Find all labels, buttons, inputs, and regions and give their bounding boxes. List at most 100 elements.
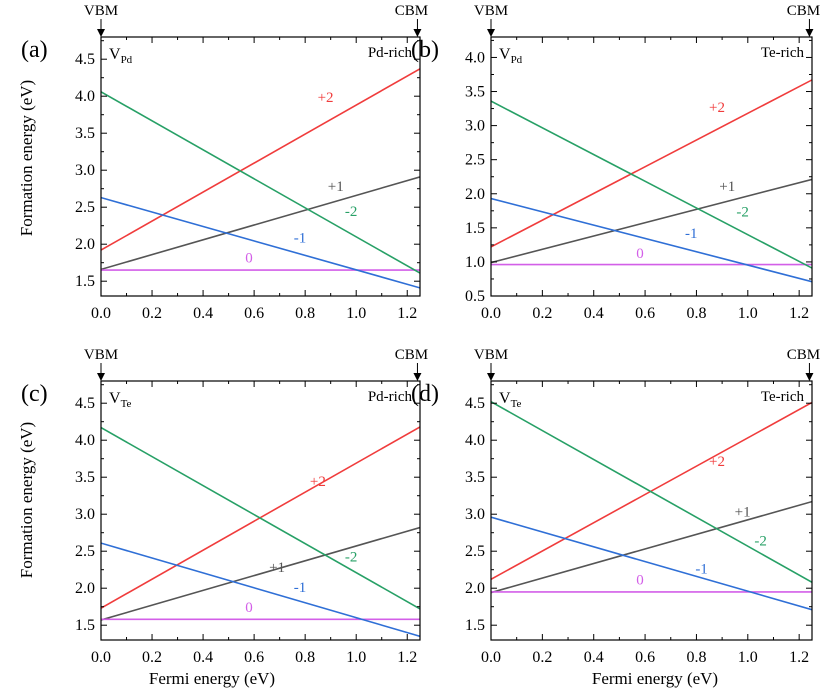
x-tick-label: 0.2 bbox=[532, 305, 552, 322]
x-tick-label: 0.0 bbox=[91, 305, 111, 322]
series-line-minus2 bbox=[101, 426, 420, 610]
condition-label: Te-rich bbox=[761, 389, 805, 405]
y-tick-label: 2.0 bbox=[465, 186, 485, 203]
y-tick-label: 4.0 bbox=[75, 88, 95, 105]
series-line-plus2 bbox=[491, 401, 812, 581]
series-label: -2 bbox=[754, 533, 767, 549]
x-tick-label: 1.0 bbox=[738, 649, 758, 666]
panel-label: (d) bbox=[411, 381, 439, 407]
y-tick-label: 3.5 bbox=[75, 469, 95, 486]
y-tick-label: 4.0 bbox=[465, 432, 485, 449]
x-tick-label: 0.2 bbox=[142, 649, 162, 666]
series-line-minus1 bbox=[101, 196, 420, 289]
series-label: -2 bbox=[345, 550, 358, 566]
panel-a: +2 +1 0 -1 -2 0.0 0.2 0.4 0.6 0.8 1.0 1.2 1.5 2.0 2.5 3… bbox=[21, 3, 428, 322]
x-tick-label: 0.8 bbox=[295, 649, 315, 666]
y-tick-label: 3.0 bbox=[465, 118, 485, 135]
defect-label: VTe bbox=[499, 390, 522, 410]
series-label: 0 bbox=[636, 246, 644, 262]
vbm-arrowhead-icon bbox=[97, 29, 105, 37]
defect-symbol: V bbox=[499, 46, 511, 63]
x-tick-label: 1.0 bbox=[346, 649, 366, 666]
y-tick-label: 1.5 bbox=[75, 273, 95, 290]
series-lines bbox=[101, 426, 420, 638]
cbm-arrowhead-icon bbox=[805, 373, 814, 381]
y-tick-label: 0.5 bbox=[465, 288, 485, 305]
cbm-arrowhead-icon bbox=[805, 29, 814, 37]
plot-frame bbox=[490, 36, 813, 297]
y-tick-label: 3.5 bbox=[465, 84, 485, 101]
panel-label: (b) bbox=[411, 37, 439, 63]
x-tick-label: 1.0 bbox=[346, 305, 366, 322]
series-label: 0 bbox=[636, 573, 644, 589]
panel-label: (c) bbox=[21, 381, 48, 407]
y-tick-label: 2.5 bbox=[465, 152, 485, 169]
x-axis-title-left: Fermi energy (eV) bbox=[149, 669, 275, 688]
cbm-label: CBM bbox=[787, 3, 820, 19]
series-label: +2 bbox=[310, 474, 326, 490]
series-label: -1 bbox=[294, 580, 307, 596]
y-axis-title-bottom: Formation energy (eV) bbox=[17, 422, 36, 578]
x-tick-label: 1.2 bbox=[397, 649, 417, 666]
y-tick-label: 3.0 bbox=[75, 506, 95, 523]
series-line-plus1 bbox=[491, 500, 812, 594]
y-tick-label: 4.5 bbox=[465, 395, 485, 412]
y-tick-label: 1.5 bbox=[465, 617, 485, 634]
cbm-label: CBM bbox=[395, 347, 428, 363]
defect-symbol: V bbox=[499, 390, 511, 407]
y-tick-label: 2.0 bbox=[75, 236, 95, 253]
vbm-arrowhead-icon bbox=[97, 373, 105, 381]
y-tick-label: 3.5 bbox=[75, 125, 95, 142]
vbm-arrowhead-icon bbox=[487, 29, 495, 37]
panel-c: +2 +1 0 -1 -2 0.0 0.2 0.4 0.6 0.8 1.0 1.2 1.5 2.0 2.5 3… bbox=[21, 347, 428, 666]
x-axis-title-right: Fermi energy (eV) bbox=[592, 669, 718, 688]
series-label: +2 bbox=[318, 90, 334, 106]
series-label: 0 bbox=[245, 251, 253, 267]
x-tick-label: 1.2 bbox=[789, 305, 809, 322]
series-label: +1 bbox=[735, 504, 751, 520]
x-tick-label: 0.6 bbox=[635, 649, 655, 666]
panel-b: +2 +1 0 -1 -2 0.0 0.2 0.4 0.6 0.8 1.0 1.2 0.5 1.0 1.5 2… bbox=[411, 3, 820, 322]
vbm-label: VBM bbox=[84, 3, 118, 19]
cbm-arrowhead-icon bbox=[413, 29, 422, 37]
condition-label: Pd-rich bbox=[368, 389, 413, 405]
x-tick-label: 0.8 bbox=[686, 305, 706, 322]
series-label: +2 bbox=[709, 100, 725, 116]
x-tick-label: 0.6 bbox=[244, 649, 264, 666]
y-tick-label: 4.5 bbox=[75, 51, 95, 68]
series-line-minus2 bbox=[101, 91, 420, 274]
y-tick-label: 2.5 bbox=[75, 199, 95, 216]
series-label: +2 bbox=[709, 454, 725, 470]
defect-label: VPd bbox=[109, 46, 133, 66]
y-tick-label: 3.0 bbox=[465, 506, 485, 523]
vbm-arrowhead-icon bbox=[487, 373, 495, 381]
x-tick-label: 0.2 bbox=[142, 305, 162, 322]
cbm-label: CBM bbox=[787, 347, 820, 363]
plot-frame bbox=[100, 380, 421, 641]
x-tick-label: 1.2 bbox=[789, 649, 809, 666]
condition-label: Pd-rich bbox=[368, 45, 413, 61]
vbm-label: VBM bbox=[474, 347, 508, 363]
x-tick-label: 0.2 bbox=[532, 649, 552, 666]
x-tick-label: 0.8 bbox=[295, 305, 315, 322]
vbm-label: VBM bbox=[474, 3, 508, 19]
series-line-plus1 bbox=[101, 176, 420, 271]
series-line-minus1 bbox=[101, 542, 420, 638]
plot-frame bbox=[490, 380, 813, 641]
x-tick-label: 0.4 bbox=[193, 305, 213, 322]
x-tick-label: 0.6 bbox=[244, 305, 264, 322]
y-tick-label: 2.5 bbox=[75, 543, 95, 560]
series-line-plus2 bbox=[491, 79, 812, 248]
x-tick-label: 0.6 bbox=[635, 305, 655, 322]
series-line-minus1 bbox=[491, 197, 812, 283]
y-tick-label: 3.5 bbox=[465, 469, 485, 486]
panel-label: (a) bbox=[21, 37, 48, 63]
cbm-label: CBM bbox=[395, 3, 428, 19]
x-tick-label: 0.0 bbox=[481, 649, 501, 666]
x-tick-label: 0.8 bbox=[686, 649, 706, 666]
defect-subscript: Te bbox=[121, 398, 132, 410]
x-tick-label: 1.2 bbox=[397, 305, 417, 322]
panel-d: +2 +1 0 -1 -2 0.0 0.2 0.4 0.6 0.8 1.0 1.2 1.5 2.0 2.5 3… bbox=[411, 347, 820, 666]
y-tick-label: 4.0 bbox=[465, 49, 485, 66]
y-tick-label: 2.5 bbox=[465, 543, 485, 560]
